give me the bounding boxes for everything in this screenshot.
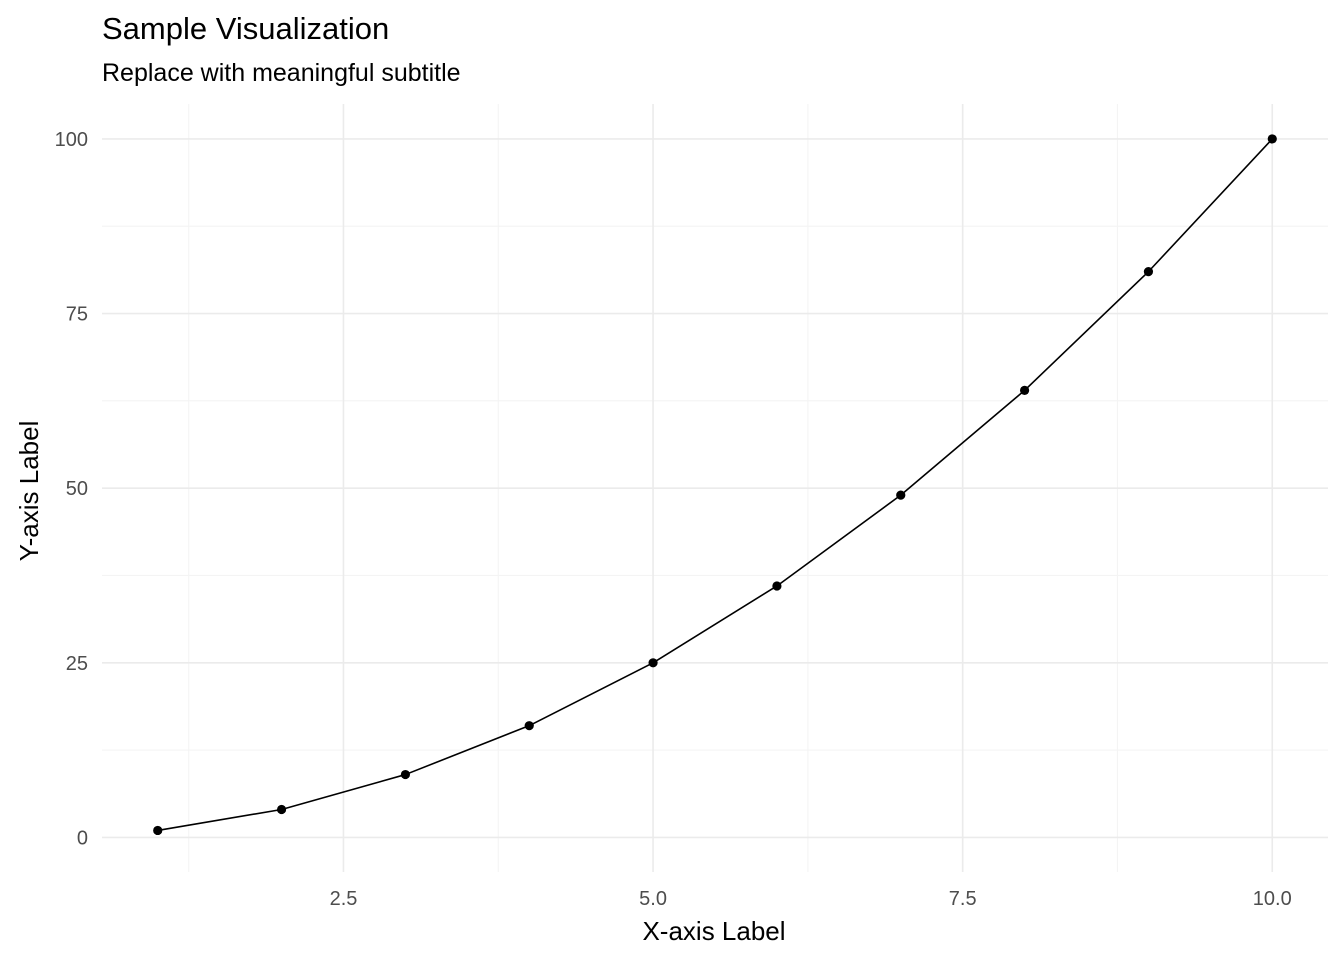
data-point <box>153 825 163 836</box>
series-line <box>157 138 1273 832</box>
x-axis-title: X-axis Label <box>642 916 785 946</box>
y-axis-ticks: 0 25 50 75 100 <box>55 129 88 849</box>
x-tick-label: 10.0 <box>1253 888 1292 910</box>
x-axis-ticks: 2.5 5.0 7.5 10.0 <box>330 888 1292 910</box>
data-point <box>1019 385 1030 395</box>
data-point <box>1143 267 1154 277</box>
data-point <box>772 581 782 591</box>
y-tick-label: 50 <box>66 478 88 500</box>
data-point <box>276 804 287 815</box>
x-tick-label: 2.5 <box>330 888 358 910</box>
y-tick-label: 25 <box>66 653 88 675</box>
x-tick-label: 7.5 <box>949 888 977 910</box>
data-point <box>1267 134 1277 144</box>
x-tick-label: 5.0 <box>639 888 667 910</box>
data-point <box>648 658 658 668</box>
series-line-group <box>157 138 1273 832</box>
y-axis-title: Y-axis Label <box>14 421 44 562</box>
data-point <box>896 490 906 500</box>
y-tick-label: 75 <box>66 304 88 326</box>
y-tick-label: 0 <box>77 827 88 849</box>
data-point <box>400 769 411 780</box>
series-points-group <box>153 134 1277 836</box>
data-point <box>524 721 534 731</box>
y-tick-label: 100 <box>55 129 88 151</box>
major-gridlines <box>102 104 1328 872</box>
chart-subtitle: Replace with meaningful subtitle <box>102 59 461 87</box>
chart-title: Sample Visualization <box>102 11 390 46</box>
